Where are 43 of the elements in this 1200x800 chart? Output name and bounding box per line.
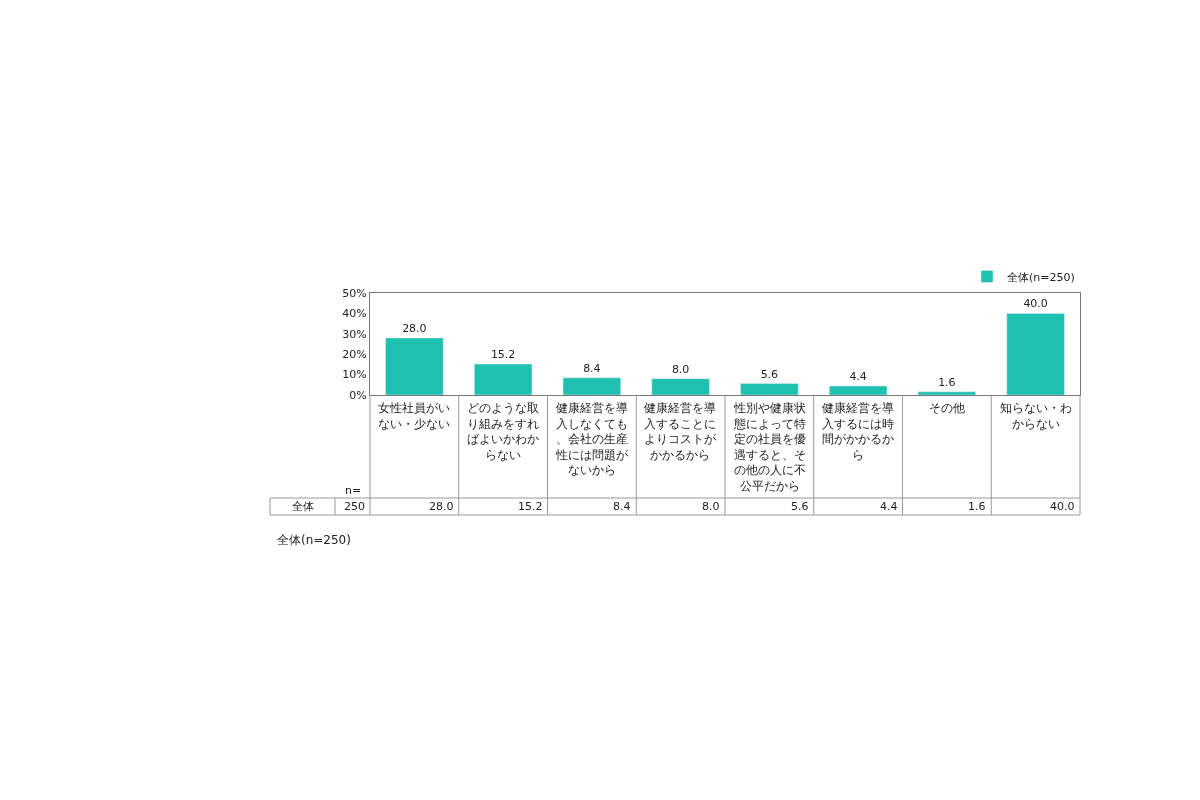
y-tick-label: 0% — [349, 388, 367, 402]
text: 8.0 — [702, 500, 720, 513]
text: n= — [345, 484, 362, 497]
text: 8.4 — [613, 500, 631, 513]
y-tick-label: 30% — [342, 327, 367, 341]
text: 1.6 — [938, 375, 956, 389]
text: 8.0 — [671, 362, 690, 376]
bar — [385, 337, 444, 395]
text: 28.0 — [402, 321, 427, 335]
y-tick-label: 10% — [342, 368, 367, 382]
bar — [1006, 313, 1065, 395]
x-tick-label: どのような取り組みをすればよいかわからない — [467, 401, 539, 462]
bar — [740, 383, 799, 395]
text: 1.6 — [968, 500, 986, 513]
text: 全体(n=250) — [277, 533, 351, 547]
text: 4.4 — [880, 500, 898, 513]
bar — [562, 377, 621, 395]
text: 40.0 — [1050, 500, 1075, 513]
x-tick-label: 性別や健康状態によって特定の社員を優遇すると、その他の人に不公平だから — [733, 401, 806, 493]
text: 8.4 — [583, 361, 601, 375]
x-tick-label: 知らない・わからない — [1000, 401, 1072, 431]
text: 250 — [344, 500, 365, 513]
text: 全体 — [292, 500, 314, 513]
text: 15.2 — [490, 347, 516, 361]
x-tick-label: 健康経営を導入するには時間がかかるから — [822, 401, 894, 462]
y-tick-label: 20% — [342, 348, 367, 362]
x-tick-label: 女性社員がいない・少ない — [378, 401, 450, 431]
text: 15.2 — [518, 500, 543, 513]
legend-label: 全体(n=250) — [1007, 270, 1075, 284]
x-tick-label: 健康経営を導入することによりコストがかかるから — [644, 401, 717, 462]
text: 5.6 — [791, 500, 809, 513]
y-tick-label: 40% — [342, 307, 367, 321]
text: 4.4 — [849, 370, 867, 384]
y-tick-label: 50% — [342, 286, 367, 300]
x-tick-label: その他 — [929, 401, 965, 415]
bar — [829, 385, 888, 395]
bar — [917, 391, 976, 395]
text: 5.6 — [760, 367, 779, 381]
text: 28.0 — [429, 500, 454, 513]
bar — [651, 378, 710, 395]
text: 40.0 — [1023, 297, 1048, 311]
x-tick-label: 健康経営を導入しなくても、会社の生産性には問題がないから — [555, 401, 629, 478]
bar — [474, 363, 533, 395]
